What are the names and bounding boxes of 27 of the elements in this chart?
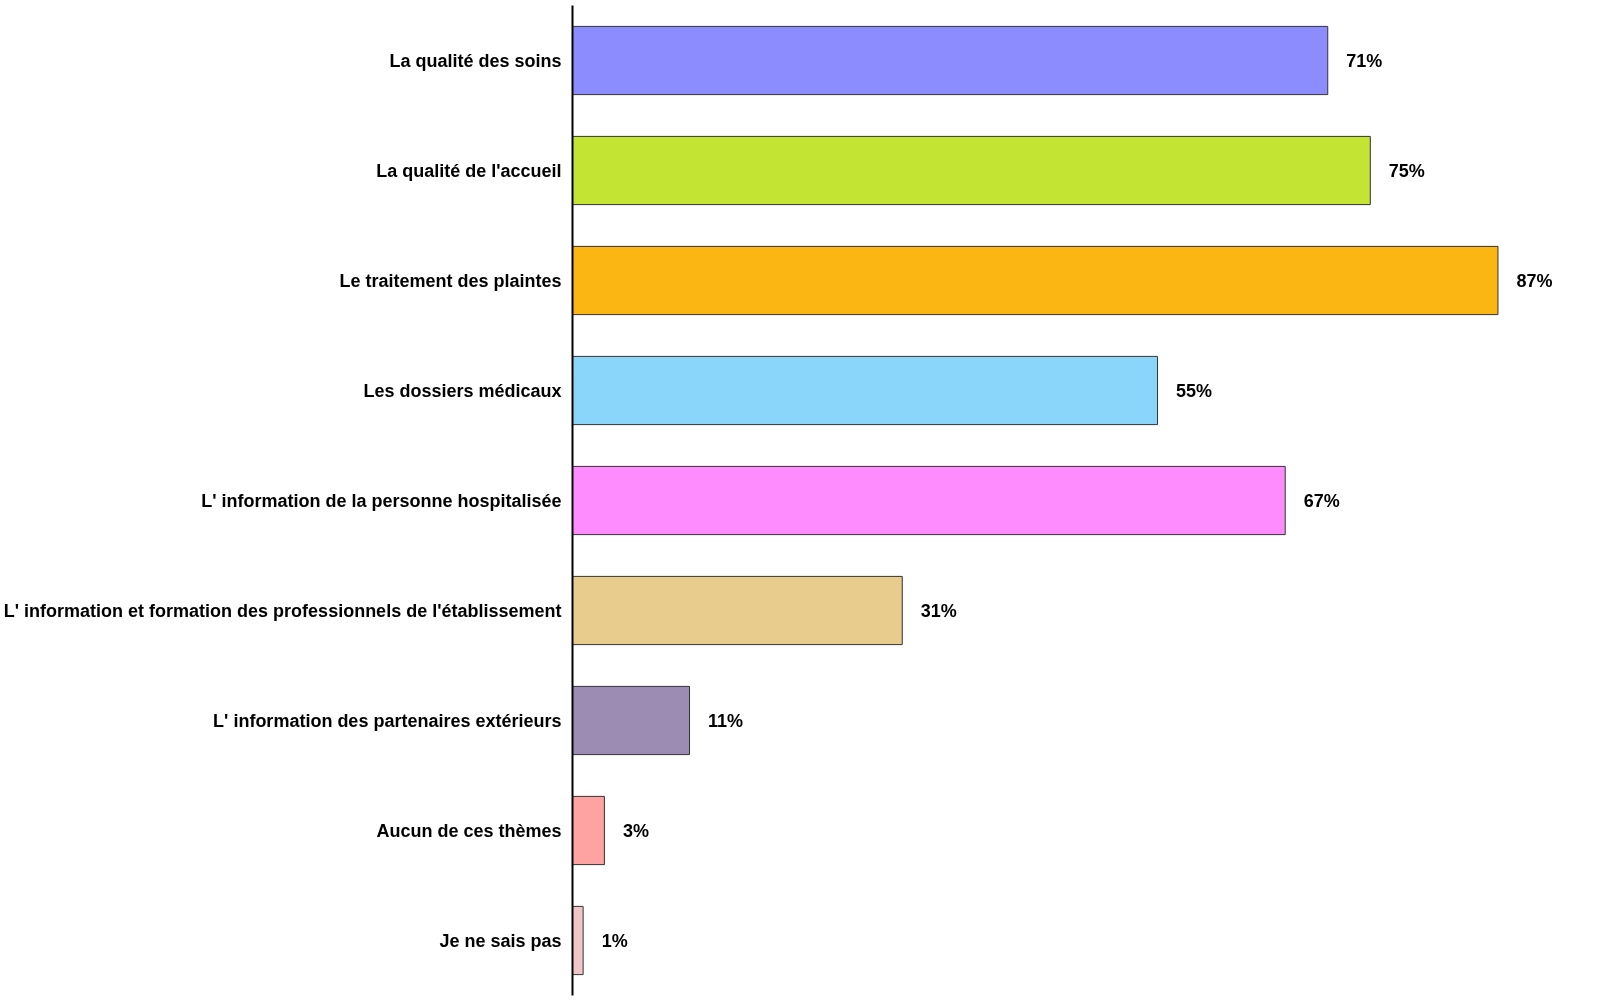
data-label: 87% xyxy=(1516,270,1553,291)
y-tick-label: Le traitement des plaintes xyxy=(339,270,562,291)
data-label: 55% xyxy=(1176,380,1213,401)
y-tick-label: Je ne sais pas xyxy=(439,930,562,951)
y-tick-label: Aucun de ces thèmes xyxy=(376,820,562,841)
bar xyxy=(572,245,1499,316)
bar xyxy=(572,25,1329,96)
data-label: 3% xyxy=(622,820,649,841)
y-tick-label: La qualité de l'accueil xyxy=(376,160,562,181)
y-tick-label: L' information des partenaires extérieurs xyxy=(213,710,562,731)
data-label: 75% xyxy=(1388,160,1425,181)
data-label: 11% xyxy=(708,710,744,731)
bar xyxy=(572,575,903,646)
data-label: 1% xyxy=(601,930,628,951)
data-label: 71% xyxy=(1346,50,1383,71)
y-tick-label: Les dossiers médicaux xyxy=(363,380,562,401)
y-tick-label: L' information de la personne hospitalisée xyxy=(201,490,562,511)
data-label: 67% xyxy=(1303,490,1340,511)
data-label: 31% xyxy=(920,600,957,621)
bar xyxy=(572,905,584,976)
y-tick-label: La qualité des soins xyxy=(389,50,562,71)
bar xyxy=(572,135,1371,206)
bar xyxy=(572,465,1286,536)
bar xyxy=(572,355,1159,426)
bar xyxy=(572,795,605,866)
y-tick-label: L' information et formation des professionnels de l'établissement xyxy=(3,600,562,621)
bar xyxy=(572,685,691,756)
